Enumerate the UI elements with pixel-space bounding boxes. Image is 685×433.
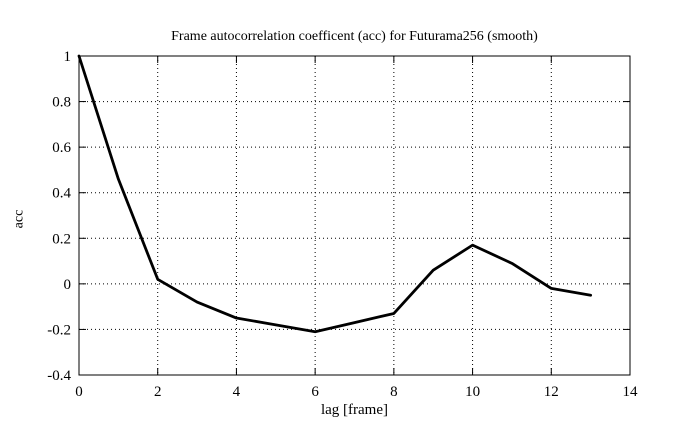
y-tick-label: 0.6 <box>52 140 71 156</box>
y-tick-label: 0 <box>64 277 72 293</box>
x-axis-label: lag [frame] <box>320 402 389 418</box>
x-tick-label: 14 <box>623 384 639 400</box>
x-tick-label: 2 <box>154 384 162 400</box>
y-tick-label: 1 <box>64 49 72 65</box>
x-tick-label: 6 <box>311 384 319 400</box>
x-tick-label: 12 <box>544 384 559 400</box>
y-axis-label: acc <box>11 209 27 229</box>
x-tick-label: 10 <box>465 384 480 400</box>
chart-title: Frame autocorrelation coefficent (acc) f… <box>171 29 538 44</box>
x-tick-label: 8 <box>390 384 398 400</box>
x-tick-label: 4 <box>233 384 241 400</box>
y-tick-label: -0.4 <box>47 368 71 384</box>
acc-data-line <box>77 54 593 334</box>
y-tick-label: 0.2 <box>52 231 71 247</box>
x-tick-label: 0 <box>75 384 83 400</box>
y-tick-label: 0.8 <box>52 95 71 111</box>
y-tick-label: 0.4 <box>52 186 71 202</box>
y-tick-label: -0.2 <box>47 322 71 338</box>
plot-border <box>78 55 631 376</box>
